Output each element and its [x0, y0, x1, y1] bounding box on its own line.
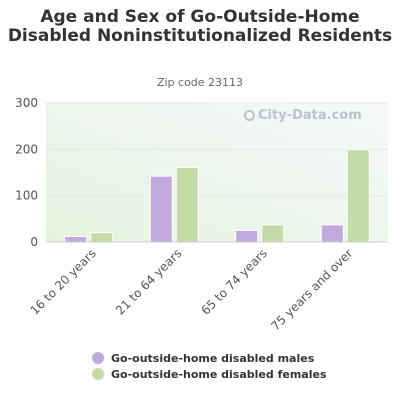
chart-title: Age and Sex of Go-Outside-Home Disabled … [7, 7, 393, 46]
bar-females-0 [90, 232, 114, 243]
bar-females-1 [175, 166, 199, 243]
chart-subtitle: Zip code 23113 [156, 76, 244, 89]
legend-swatch-males [92, 352, 104, 364]
y-tick-label: 300 [15, 96, 38, 110]
legend: Go-outside-home disabled males Go-outsid… [92, 350, 327, 382]
bar-males-1 [149, 175, 173, 243]
legend-item-males: Go-outside-home disabled males [92, 350, 327, 366]
x-tick-label: 21 to 64 years [113, 246, 184, 317]
bar-males-3 [320, 224, 344, 243]
y-tick-label: 200 [15, 142, 38, 156]
plot-area [46, 103, 388, 242]
y-tick-label: 0 [30, 235, 38, 249]
magnifier-icon [244, 110, 255, 121]
watermark-text: City-Data.com [258, 108, 362, 123]
bar-males-2 [235, 229, 259, 243]
y-tick-label: 100 [15, 189, 38, 203]
bar-females-3 [346, 149, 370, 243]
legend-label-females: Go-outside-home disabled females [111, 367, 327, 381]
x-tick-label: 75 years and over [268, 246, 355, 333]
x-tick-label: 65 to 74 years [198, 246, 269, 317]
bar-males-0 [64, 235, 88, 243]
legend-item-females: Go-outside-home disabled females [92, 366, 327, 382]
x-tick-label: 16 to 20 years [27, 246, 98, 317]
bar-females-2 [261, 224, 285, 243]
watermark: City-Data.com [244, 108, 362, 123]
legend-label-males: Go-outside-home disabled males [111, 351, 315, 365]
legend-swatch-females [92, 368, 104, 380]
